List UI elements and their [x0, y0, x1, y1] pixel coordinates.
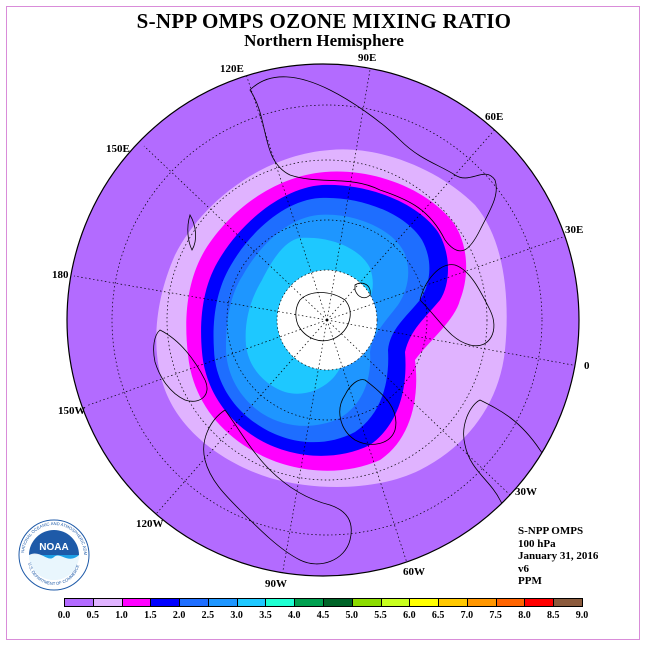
- lon-label-90w: 90W: [265, 578, 287, 590]
- colorbar-swatch: [207, 598, 238, 607]
- lon-label-150e: 150E: [106, 143, 130, 155]
- lon-label-90e: 90E: [358, 52, 377, 64]
- colorbar-swatch: [121, 598, 152, 607]
- colorbar-swatch: [438, 598, 468, 607]
- lon-label-30w: 30W: [515, 486, 537, 498]
- lon-label-60e: 60E: [485, 111, 504, 123]
- lon-label-30e: 30E: [565, 224, 584, 236]
- colorbar-tick-label: 7.0: [460, 610, 474, 621]
- info-version: v6: [518, 562, 529, 575]
- colorbar-tick-label: 4.5: [316, 610, 330, 621]
- lon-label-0: 0: [584, 360, 590, 372]
- coast-alaska: [153, 329, 208, 402]
- colorbar-tick-label: 3.5: [259, 610, 272, 621]
- colorbar-tick-label: 1.5: [144, 610, 157, 621]
- noaa-logo-text: NOAA: [39, 542, 68, 553]
- figure-subtitle: Northern Hemisphere: [244, 31, 404, 50]
- lon-label-120e: 120E: [220, 63, 244, 75]
- lon-label-150w: 150W: [58, 405, 86, 417]
- coast-arctic-2: [354, 282, 371, 299]
- colorbar-swatch: [380, 598, 411, 607]
- figure-frame: [6, 6, 640, 640]
- colorbar-swatch: [409, 598, 440, 607]
- colorbar-swatch: [524, 598, 555, 607]
- coast-arctic: [295, 292, 351, 342]
- colorbar-tick-label: 2.0: [172, 610, 186, 621]
- colorbar-tick-label: 6.5: [431, 610, 445, 621]
- colorbar-tick-label: 5.5: [374, 610, 387, 621]
- info-instrument: S-NPP OMPS: [518, 525, 584, 537]
- colorbar-swatch: [150, 598, 181, 607]
- colorbar-tick-label: 6.0: [403, 610, 416, 621]
- lon-label-180: 180: [52, 269, 69, 281]
- info-block: S-NPP OMPS 100 hPa January 31, 2016 v6 P…: [518, 525, 598, 588]
- colorbar-swatch: [179, 598, 209, 607]
- coast-eurasia: [249, 76, 497, 252]
- colorbar-swatch: [92, 598, 123, 607]
- noaa-logo: NOAA NATIONAL OCEANIC AND ATMOSPHERIC AD…: [18, 519, 90, 591]
- colorbar-swatch: [236, 598, 267, 607]
- colorbar-swatch: [351, 598, 382, 607]
- colorbar-tick-label: 8.0: [518, 610, 531, 621]
- coast-greenland: [339, 379, 397, 445]
- colorbar-swatch: [294, 598, 324, 607]
- coast-north-america: [203, 409, 352, 565]
- colorbar-tick-label: 5.0: [345, 610, 359, 621]
- colorbar-tick-label: 8.5: [546, 610, 560, 621]
- colorbar-tick-label: 0.0: [57, 610, 71, 621]
- coast-europe: [419, 264, 495, 347]
- info-level: 100 hPa: [518, 537, 556, 550]
- info-date: January 31, 2016: [518, 550, 599, 562]
- colorbar-swatch: [265, 598, 296, 607]
- colorbar-swatch: [323, 598, 353, 607]
- colorbar-tick-label: 2.5: [201, 610, 215, 621]
- colorbar-tick-label: 0.5: [86, 610, 100, 621]
- colorbar-tick-label: 3.0: [230, 610, 243, 621]
- figure-title: S-NPP OMPS OZONE MIXING RATIO: [136, 9, 512, 33]
- colorbar-tick-label: 9.0: [575, 610, 589, 621]
- colorbar-swatch: [466, 598, 497, 607]
- lon-label-120w: 120W: [136, 518, 164, 530]
- lon-label-60w: 60W: [403, 566, 425, 578]
- colorbar-swatch: [553, 598, 583, 607]
- info-units: PPM: [518, 575, 542, 587]
- coast-japan: [187, 214, 196, 251]
- colorbar-swatch: [64, 598, 94, 607]
- colorbar-swatch: [495, 598, 526, 607]
- colorbar-tick-label: 1.0: [115, 610, 128, 621]
- colorbar-tick-label: 7.5: [489, 610, 502, 621]
- ozone-contours: [156, 149, 507, 488]
- colorbar-tick-label: 4.0: [287, 610, 301, 621]
- graticule: [73, 64, 579, 576]
